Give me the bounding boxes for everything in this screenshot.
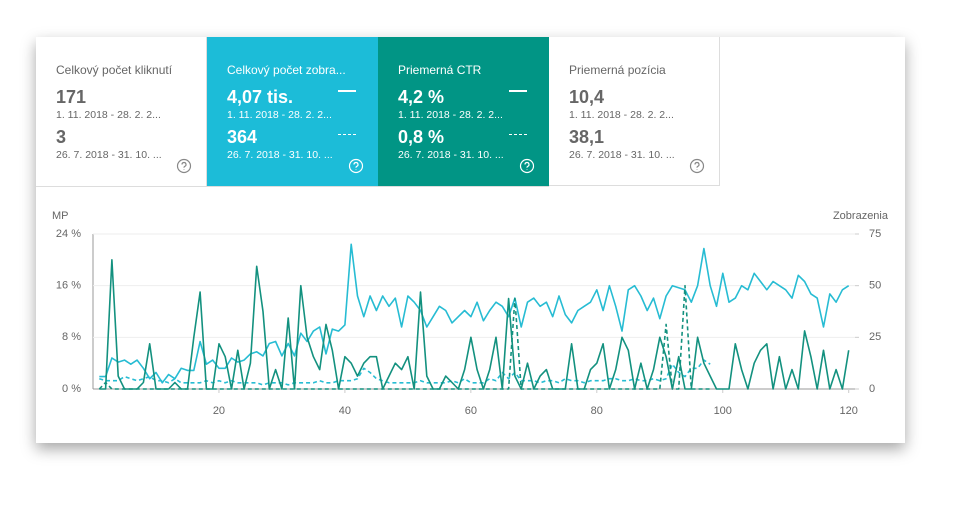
y-tick-label: 16 %: [56, 280, 81, 292]
card-value: 364: [227, 127, 258, 147]
y-tick-label: 24 %: [56, 228, 81, 240]
card-title: Priemerná CTR: [398, 63, 482, 77]
x-tick-label: 20: [213, 405, 225, 417]
legend-solid: [338, 90, 356, 92]
card-range: 1. 11. 2018 - 28. 2. 2...: [227, 109, 332, 121]
x-tick-label: 100: [714, 405, 732, 417]
y2-tick-label: 50: [869, 280, 881, 292]
y2-tick-label: 25: [869, 331, 881, 343]
x-tick-label: 60: [465, 405, 477, 417]
legend-solid: [509, 90, 527, 92]
legend-dashed: [338, 134, 356, 135]
series-line: [99, 243, 850, 384]
card-value: 4,2 %: [398, 87, 445, 107]
card-range: 1. 11. 2018 - 28. 2. 2...: [569, 109, 674, 121]
card-range: 1. 11. 2018 - 28. 2. 2...: [398, 109, 503, 121]
card-value: 171: [56, 87, 87, 107]
y-axis-label: MP: [52, 210, 69, 222]
card-range: 26. 7. 2018 - 31. 10. ...: [56, 149, 162, 161]
metric-card[interactable]: Priemerná CTR 4,2 % 1. 11. 2018 - 28. 2.…: [378, 37, 549, 186]
y2-tick-label: 0: [869, 383, 875, 395]
performance-panel: Celkový počet kliknutí 171 1. 11. 2018 -…: [36, 37, 905, 443]
card-range: 26. 7. 2018 - 31. 10. ...: [398, 149, 504, 161]
card-value: 38,1: [569, 127, 605, 147]
card-title: Celkový počet kliknutí: [56, 63, 173, 77]
metric-card[interactable]: Celkový počet kliknutí 171 1. 11. 2018 -…: [36, 37, 207, 186]
card-range: 26. 7. 2018 - 31. 10. ...: [569, 149, 675, 161]
x-tick-label: 80: [591, 405, 603, 417]
x-tick-label: 120: [840, 405, 858, 417]
card-value: 0,8 %: [398, 127, 445, 147]
card-title: Celkový počet zobra...: [227, 63, 346, 77]
y2-axis-label: Zobrazenia: [833, 210, 889, 222]
card-value: 3: [56, 127, 67, 147]
card-range: 1. 11. 2018 - 28. 2. 2...: [56, 109, 161, 121]
help-icon[interactable]: [176, 158, 192, 174]
metric-card[interactable]: Celkový počet zobra... 4,07 tis. 1. 11. …: [207, 37, 378, 186]
y-tick-label: 0 %: [62, 383, 81, 395]
series-line: [99, 259, 850, 390]
series-line: [98, 284, 711, 390]
card-range: 26. 7. 2018 - 31. 10. ...: [227, 149, 333, 161]
y-tick-label: 8 %: [62, 331, 81, 343]
legend-dashed: [509, 134, 527, 135]
divider: [36, 186, 549, 187]
help-icon[interactable]: [348, 158, 364, 174]
x-tick-label: 40: [339, 405, 351, 417]
card-value: 10,4: [569, 87, 605, 107]
series-line: [99, 359, 711, 386]
metric-card[interactable]: Priemerná pozícia 10,4 1. 11. 2018 - 28.…: [549, 37, 720, 186]
y2-tick-label: 75: [869, 228, 881, 240]
card-value: 4,07 tis.: [227, 87, 294, 107]
card-title: Priemerná pozícia: [569, 63, 666, 77]
help-icon[interactable]: [689, 158, 705, 174]
help-icon[interactable]: [519, 158, 535, 174]
